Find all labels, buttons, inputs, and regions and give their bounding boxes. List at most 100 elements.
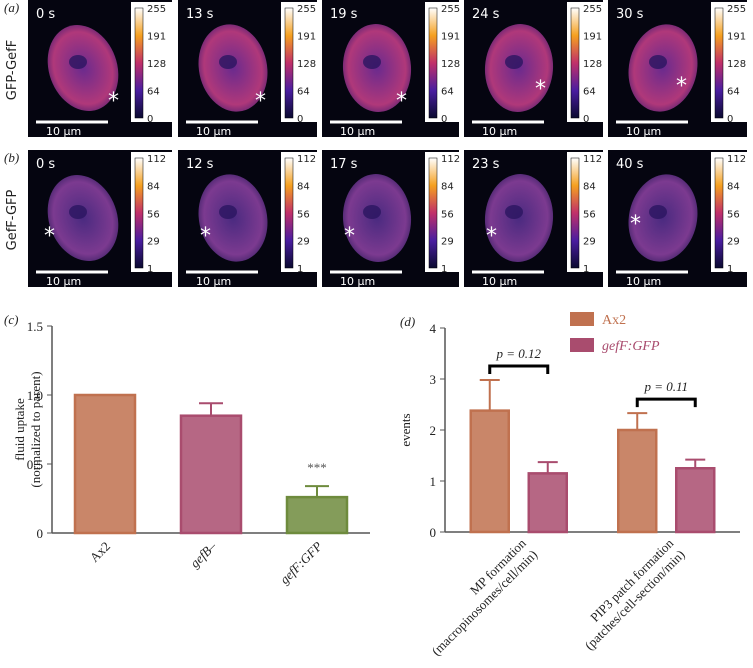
panel-label: (a)	[4, 0, 19, 15]
colorbar-tick-label: 112	[583, 154, 602, 165]
colorbar-tick-label: 64	[441, 86, 454, 97]
panel-label: (c)	[4, 312, 18, 327]
colorbar-tick-label: 112	[297, 154, 316, 165]
cell-nucleus	[219, 55, 237, 69]
y-axis-label-line: fluid uptake	[12, 398, 27, 461]
colorbar	[284, 7, 294, 119]
cell	[628, 174, 698, 262]
significance-bracket	[635, 397, 697, 408]
colorbar	[284, 157, 294, 269]
x-tick-label: (macropinosomes/cell/min)	[428, 547, 540, 659]
y-tick-label: 2	[430, 423, 437, 438]
colorbar-tick-label: 56	[147, 209, 160, 220]
significance-bracket	[488, 364, 550, 375]
event-marker: *	[108, 89, 119, 114]
colorbar	[134, 7, 144, 119]
colorbar-tick-label: 1	[727, 264, 733, 275]
frame-time: 17 s	[330, 157, 358, 172]
y-axis-label-line: events	[398, 413, 413, 446]
y-axis-label: events	[398, 413, 413, 446]
cell-nucleus	[69, 55, 87, 69]
bar	[469, 409, 510, 534]
colorbar-tick-label: 191	[297, 32, 316, 43]
x-tick-label-group: MP formation(macropinosomes/cell/min)	[428, 535, 540, 659]
y-axis-label: fluid uptake(normalized to parent)	[12, 371, 43, 487]
frame-time: 0 s	[36, 157, 55, 172]
colorbar-tick-label: 84	[583, 182, 596, 193]
colorbar-tick-label: 191	[727, 32, 746, 43]
y-tick-label: 0.5	[27, 457, 43, 472]
x-tick-label-group: gefF:GFP	[277, 538, 325, 586]
p-value: p = 0.12	[495, 346, 541, 361]
colorbar-tick-label: 84	[147, 182, 160, 193]
colorbar	[428, 7, 438, 119]
significance: ***	[307, 460, 327, 475]
frame-time: 0 s	[36, 7, 55, 22]
colorbar-tick-label: 128	[583, 59, 602, 70]
y-axis-label-line: (normalized to parent)	[28, 371, 43, 487]
event-marker: *	[44, 224, 55, 249]
scale-bar-label: 10 µm	[46, 275, 81, 288]
colorbar-tick-label: 191	[441, 32, 460, 43]
event-marker: *	[676, 74, 687, 99]
colorbar-tick-label: 29	[583, 236, 596, 247]
colorbar-tick-label: 255	[441, 4, 460, 15]
bar	[73, 393, 137, 535]
legend-swatch	[570, 312, 594, 326]
frame-time: 12 s	[186, 157, 214, 172]
colorbar-tick-label: 1	[583, 264, 589, 275]
frame-time: 23 s	[472, 157, 500, 172]
scale-bar-label: 10 µm	[482, 125, 517, 138]
bar	[179, 414, 243, 535]
x-tick-label-group: Ax2	[87, 539, 113, 565]
construct-label: GFP-GefF	[5, 40, 20, 100]
x-tick-label: gefF:GFP	[277, 538, 325, 586]
colorbar-tick-label: 1	[297, 264, 303, 275]
colorbar-tick-label: 29	[297, 236, 310, 247]
colorbar	[714, 157, 724, 269]
colorbar-tick-label: 64	[297, 86, 310, 97]
y-tick-label: 3	[430, 372, 437, 387]
cell	[484, 174, 554, 262]
colorbar-tick-label: 128	[297, 59, 316, 70]
colorbar-tick-label: 84	[441, 182, 454, 193]
colorbar-tick-label: 255	[297, 4, 316, 15]
colorbar-tick-label: 0	[441, 114, 447, 125]
cell-nucleus	[363, 205, 381, 219]
cell	[342, 24, 412, 112]
scale-bar-label: 10 µm	[626, 275, 661, 288]
y-tick-label: 1.0	[27, 388, 43, 403]
event-marker: *	[255, 89, 266, 114]
colorbar-tick-label: 64	[583, 86, 596, 97]
colorbar-tick-label: 29	[441, 236, 454, 247]
frame-time: 40 s	[616, 157, 644, 172]
legend-label: Ax2	[602, 313, 626, 328]
frame-time: 30 s	[616, 7, 644, 22]
cell	[484, 24, 554, 112]
colorbar-tick-label: 84	[727, 182, 740, 193]
event-marker: *	[396, 89, 407, 114]
frame-time: 24 s	[472, 7, 500, 22]
frame-time: 13 s	[186, 7, 214, 22]
event-marker: *	[486, 224, 497, 249]
colorbar	[428, 157, 438, 269]
p-value: p = 0.11	[643, 379, 688, 394]
colorbar-tick-label: 0	[147, 114, 153, 125]
event-marker: *	[535, 77, 546, 102]
cell-nucleus	[649, 205, 667, 219]
cell	[342, 174, 412, 262]
cell	[198, 24, 268, 112]
colorbar-tick-label: 128	[727, 59, 746, 70]
cell	[628, 24, 698, 112]
cell-nucleus	[69, 205, 87, 219]
cell-nucleus	[505, 205, 523, 219]
bar	[527, 472, 568, 534]
colorbar-tick-label: 128	[441, 59, 460, 70]
colorbar-tick-label: 1	[441, 264, 447, 275]
cell-nucleus	[649, 55, 667, 69]
x-tick-label: gefB–	[187, 538, 219, 570]
colorbar-tick-label: 56	[441, 209, 454, 220]
cell-nucleus	[363, 55, 381, 69]
colorbar-tick-label: 255	[583, 4, 602, 15]
